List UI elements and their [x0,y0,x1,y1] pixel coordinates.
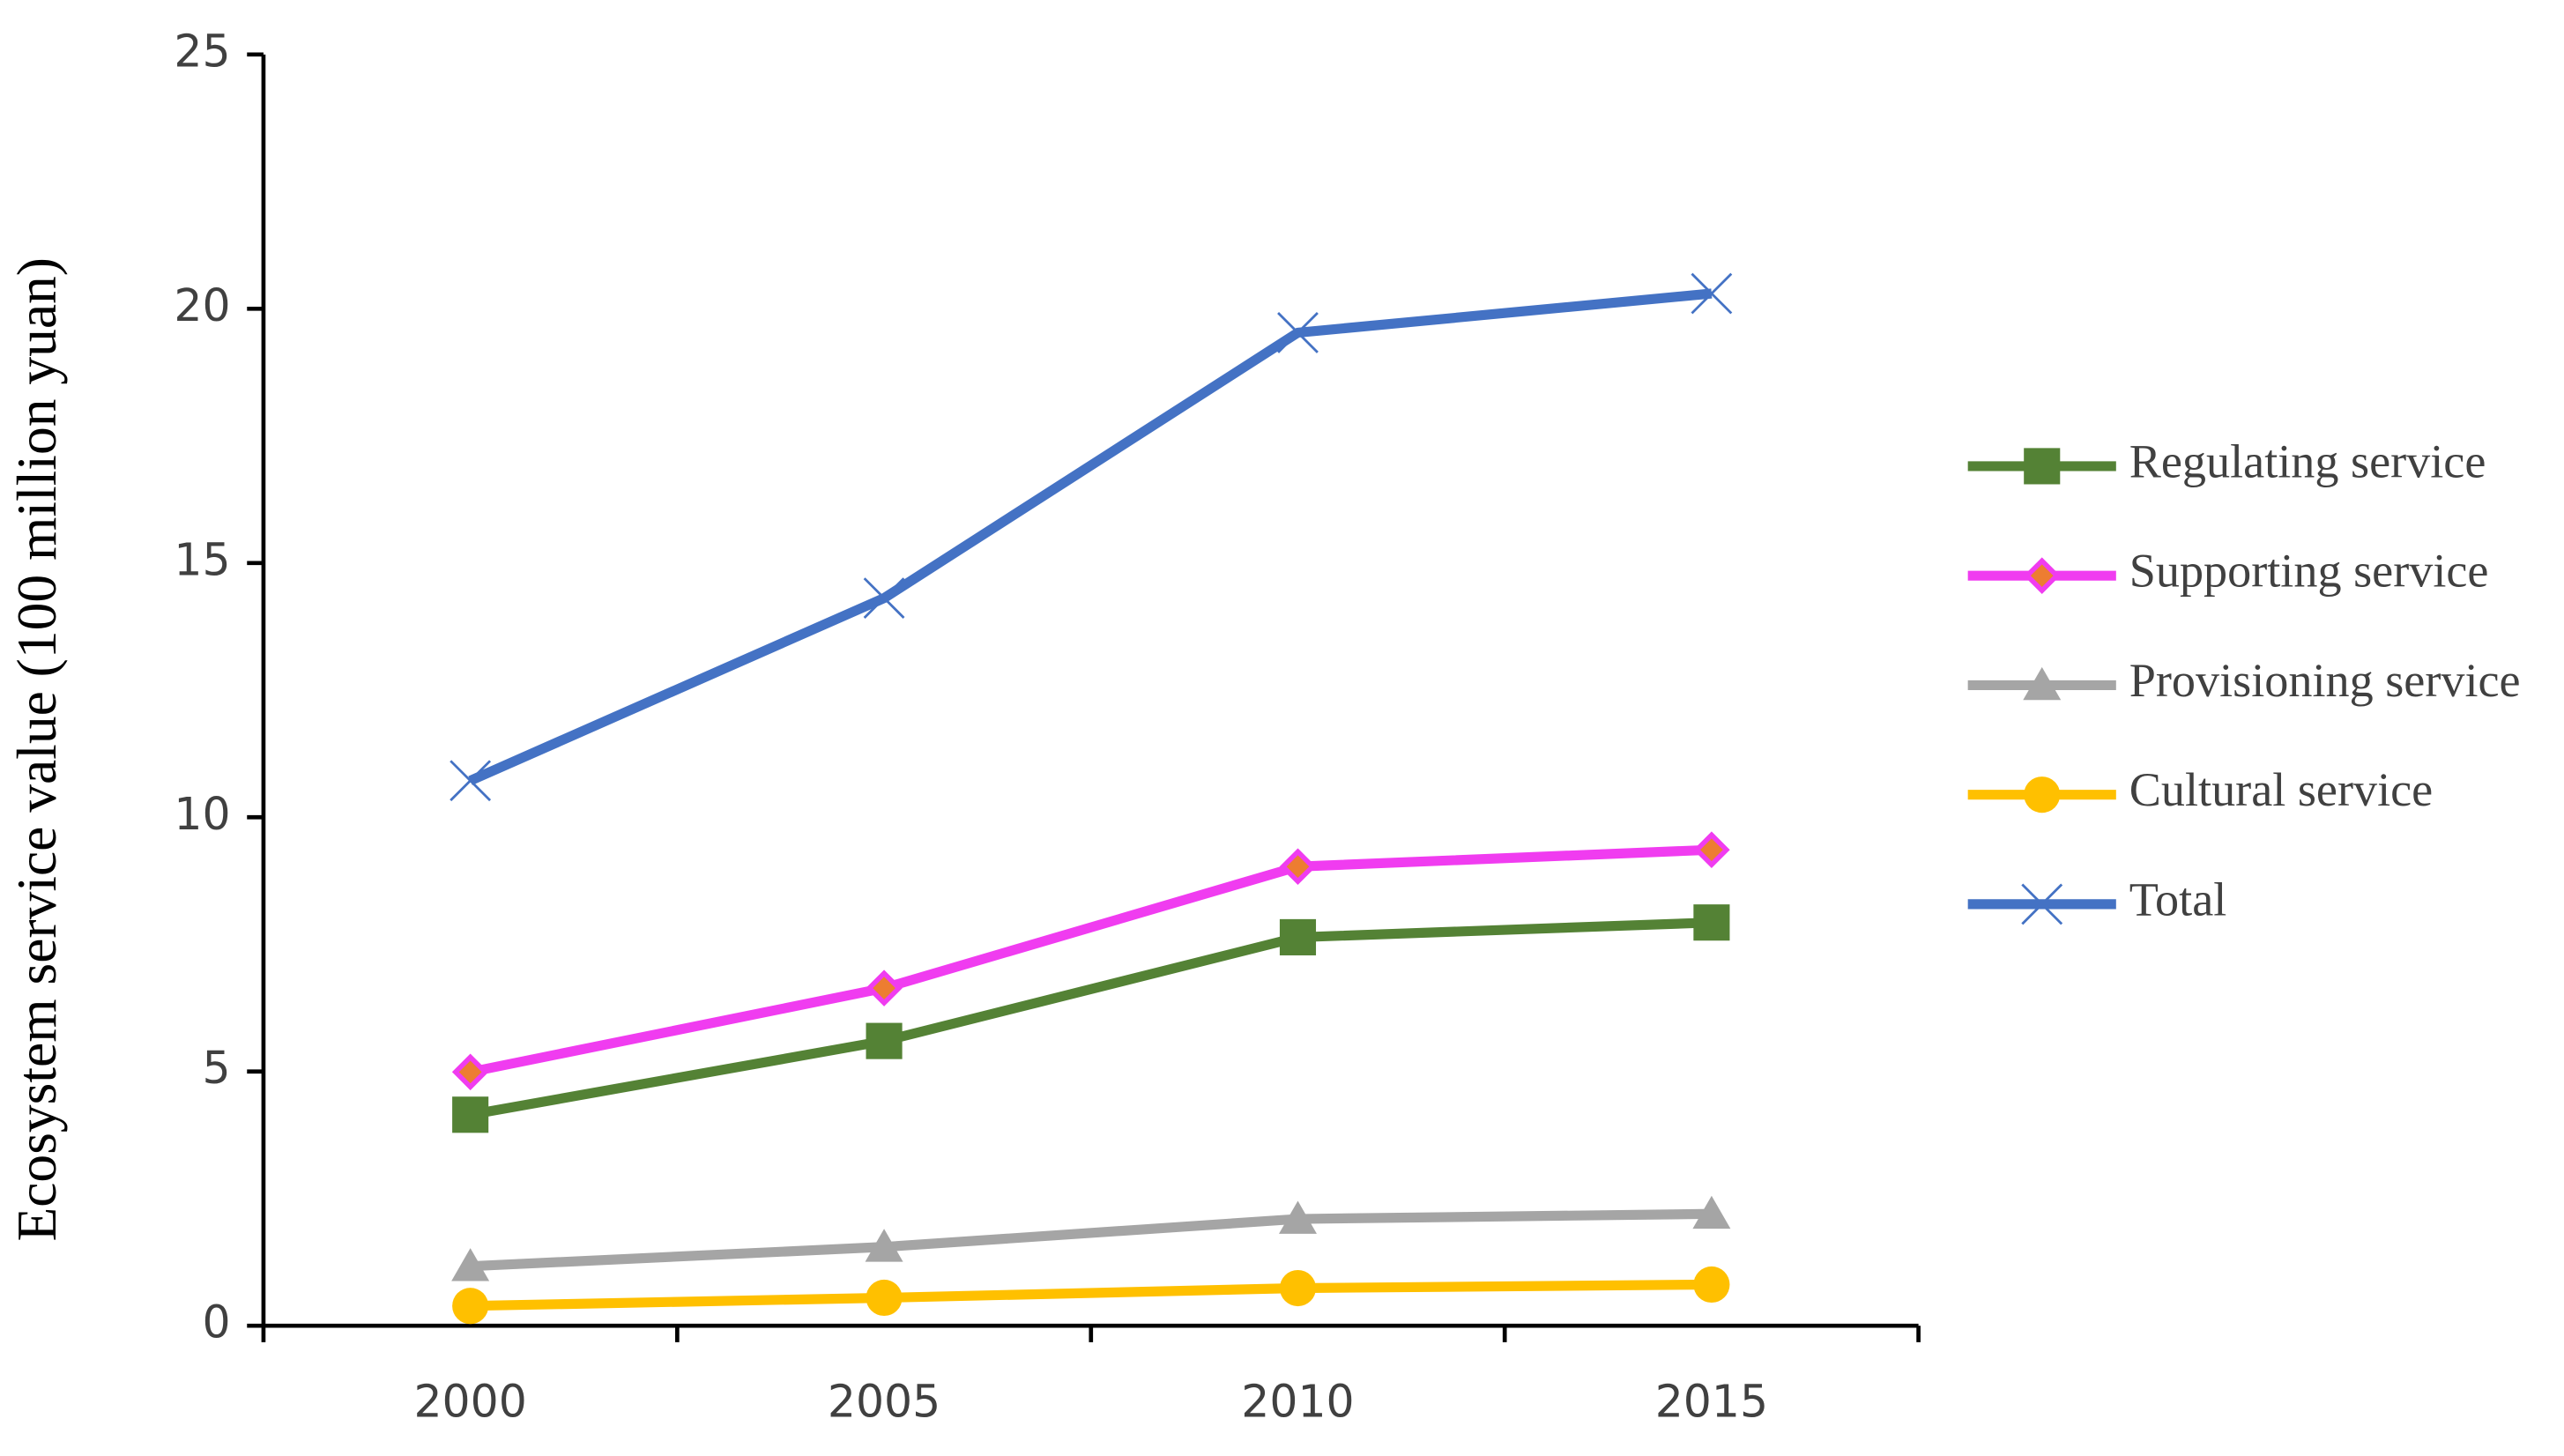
y-axis-label: Ecosystem service value (100 million yua… [5,257,68,1242]
series-line [470,1208,1712,1272]
legend-marker [2021,883,2063,925]
data-point [450,760,492,802]
data-point [866,969,903,1007]
y-tick-label: 5 [202,1042,230,1094]
legend-label: Supporting service [2129,545,2489,598]
data-point [1693,1266,1730,1304]
y-tick-label: 10 [174,788,230,840]
y-tick-label: 20 [174,279,230,331]
series-line [468,288,1713,785]
legend-label: Provisioning service [2129,654,2521,707]
y-tick-label: 15 [174,533,230,585]
data-point [866,1279,903,1317]
data-point [1279,848,1317,886]
data-point [451,1248,490,1281]
legend-label: Cultural service [2129,763,2433,816]
x-tick-label: 2005 [828,1375,940,1427]
data-point [1693,831,1730,868]
data-point [452,1096,489,1133]
data-point [866,1022,903,1059]
data-point [1279,918,1317,955]
x-tick-label: 2000 [413,1375,526,1427]
legend-label: Total [2129,873,2227,925]
legend-marker [2024,448,2061,485]
legend-label: Regulating service [2129,435,2486,487]
series-line [469,917,1713,1120]
data-point [1277,312,1319,353]
data-point [1691,272,1733,315]
legend-marker [2023,666,2062,701]
legend-marker [2023,557,2061,594]
series-line [469,844,1713,1077]
data-point [863,577,905,620]
y-tick-label: 0 [202,1296,230,1348]
data-point [1278,1200,1317,1234]
legend-marker [2024,776,2061,813]
data-point [451,1053,489,1091]
data-point [1692,1195,1731,1229]
x-tick-label: 2010 [1241,1375,1354,1427]
data-point [865,1229,903,1262]
series-line [470,1279,1712,1311]
y-tick-label: 25 [174,25,230,77]
data-point [1693,904,1730,941]
data-point [1279,1269,1317,1307]
data-point [452,1288,489,1325]
x-tick-label: 2015 [1655,1375,1768,1427]
